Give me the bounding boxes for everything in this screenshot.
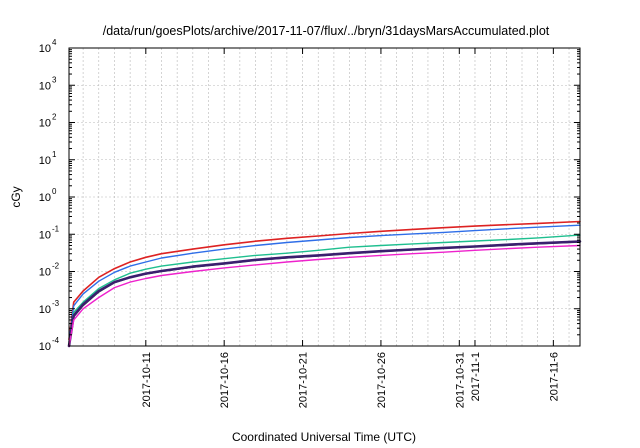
y-tick-exponent: -3	[52, 299, 60, 308]
series-line-5	[67, 240, 582, 348]
y-tick-exponent: 0	[52, 187, 57, 196]
y-tick-base: 10	[39, 43, 51, 55]
series-line-6	[68, 244, 581, 347]
y-tick-base: 10	[39, 118, 51, 130]
x-tick-label: 2017-11-6	[548, 352, 560, 401]
y-axis-label: cGy	[9, 186, 23, 207]
x-tick-label: 2017-10-26	[376, 352, 388, 408]
y-tick-exponent: -2	[52, 262, 60, 271]
y-tick-exponent: -1	[52, 224, 60, 233]
y-tick-exponent: -4	[52, 336, 60, 345]
chart-title: /data/run/goesPlots/archive/2017-11-07/f…	[103, 24, 550, 38]
series-layer	[67, 220, 582, 348]
x-tick-label: 2017-10-11	[141, 352, 153, 407]
y-tick-exponent: 4	[52, 38, 57, 47]
y-tick-label: 10	[39, 229, 51, 241]
y-tick-base: 10	[39, 192, 51, 204]
grid	[69, 48, 580, 346]
y-tick-label: 10	[39, 118, 51, 130]
y-tick-base: 10	[39, 80, 51, 92]
plot-frame	[68, 47, 581, 347]
series-line-1	[68, 220, 581, 341]
x-axis-label: Coordinated Universal Time (UTC)	[232, 430, 416, 444]
y-tick-base: 10	[39, 155, 51, 167]
x-tick-label: 2017-10-16	[219, 352, 231, 408]
x-tick-label: 2017-10-21	[298, 352, 310, 408]
series-line-3	[68, 234, 581, 347]
y-tick-base: 10	[39, 304, 51, 316]
y-tick-label: 10	[39, 192, 51, 204]
y-tick-base: 10	[39, 341, 51, 353]
y-tick-label: 10	[39, 80, 51, 92]
y-tick-label: 10	[39, 304, 51, 316]
x-axis: 2017-10-11 2017-10-16 2017-10-21 2017-10-26…	[141, 48, 560, 408]
y-tick-base: 10	[39, 229, 51, 241]
y-tick-exponent: 1	[52, 150, 57, 159]
series-line-2	[68, 224, 581, 343]
x-tick-label: 2017-10-31	[454, 352, 466, 408]
y-tick-exponent: 2	[52, 113, 57, 122]
y-tick-base: 10	[39, 267, 51, 279]
y-tick-label: 10	[39, 267, 51, 279]
y-tick-label: 10	[39, 43, 51, 55]
x-tick-label: 2017-11-1	[470, 352, 482, 401]
y-tick-label: 10	[39, 341, 51, 353]
y-tick-label: 10	[39, 155, 51, 167]
y-tick-exponent: 3	[52, 75, 57, 84]
